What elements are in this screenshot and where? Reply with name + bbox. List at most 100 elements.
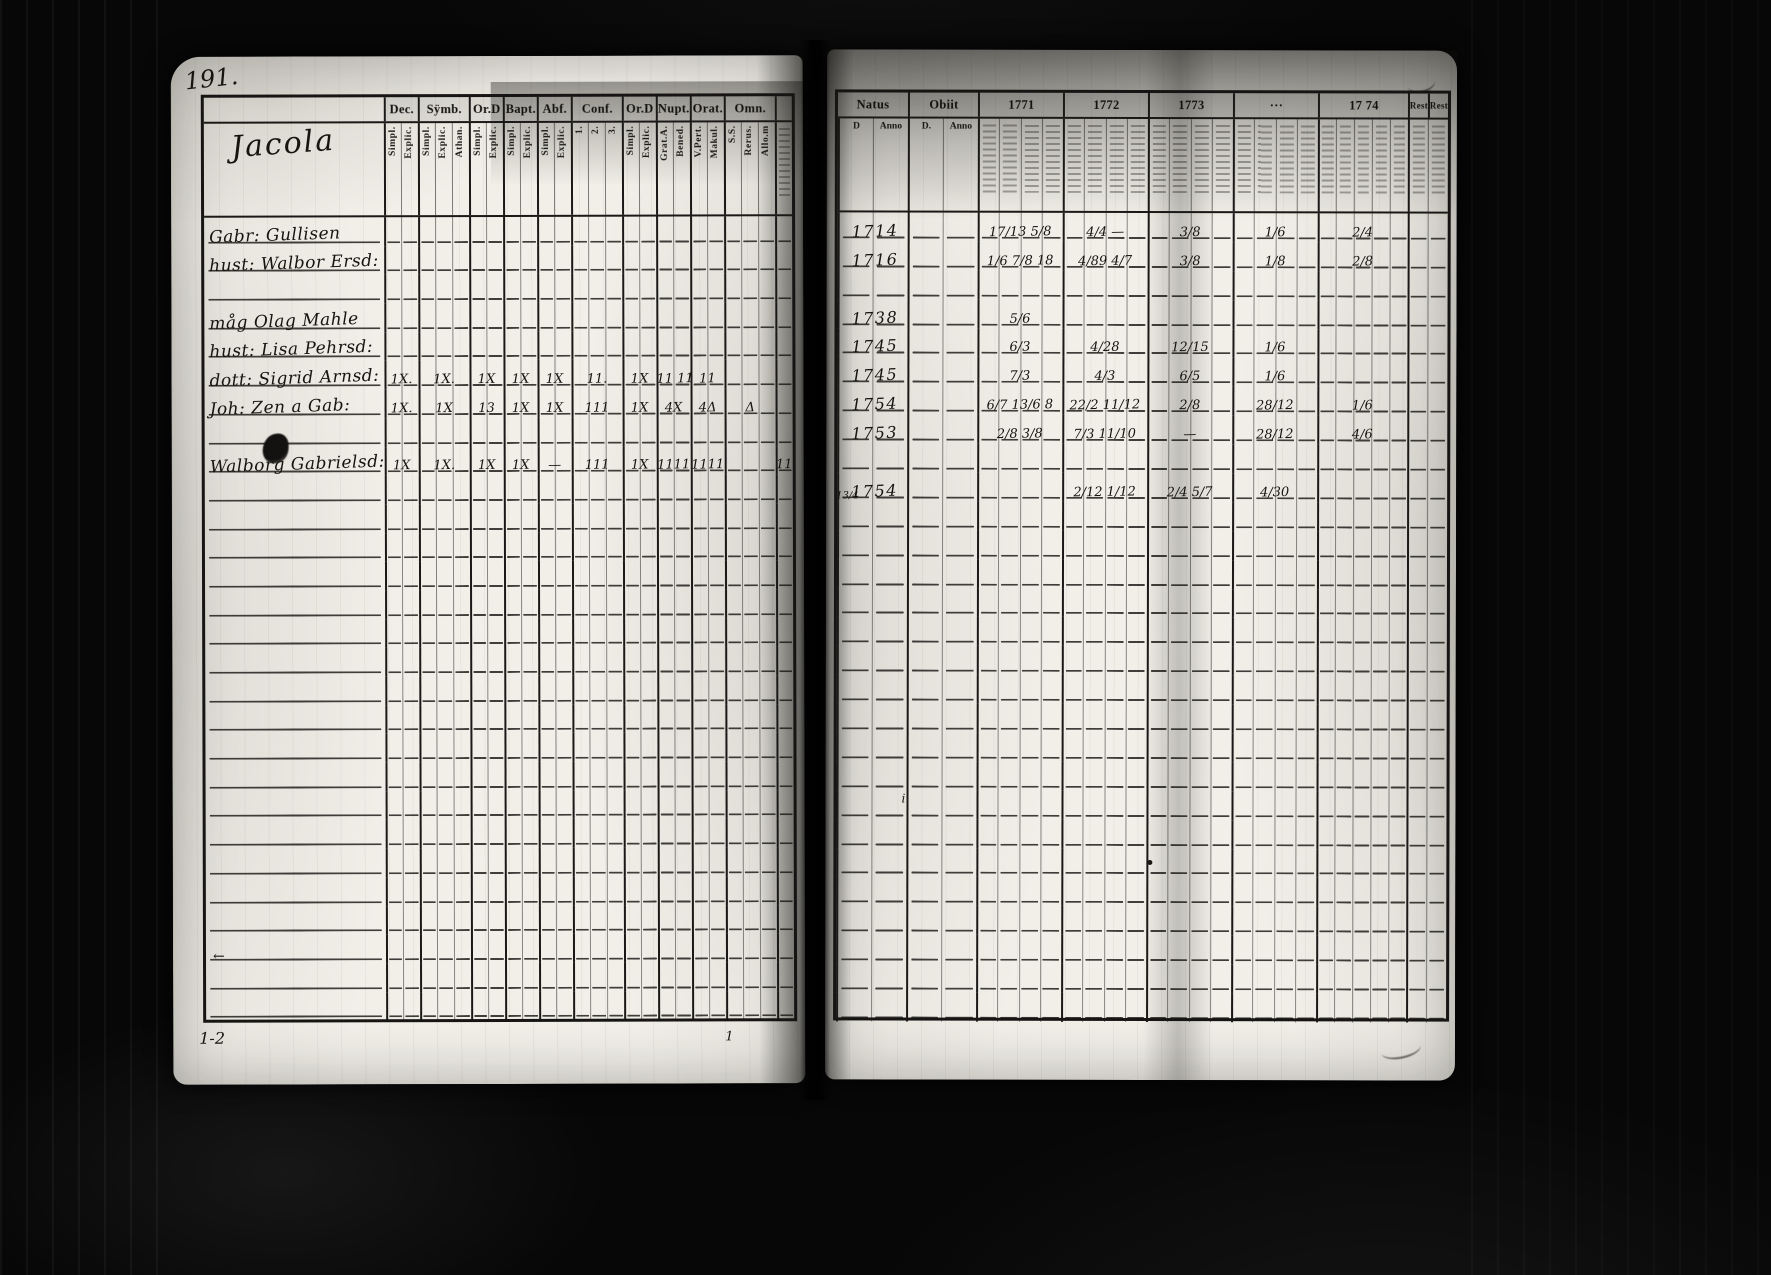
row-rule-line: [1106, 843, 1124, 846]
ledger-cell: [453, 790, 471, 820]
ledger-cell: [724, 216, 742, 246]
row-rule-line: [778, 239, 791, 242]
entry-marks-handwriting: 4/89 4/7: [1077, 253, 1133, 270]
entry-name-handwriting: hust: Lisa Pehrsd:: [209, 337, 374, 363]
column-group-cells: [1406, 646, 1447, 676]
ledger-cell: [759, 703, 777, 733]
row-rule-line: [422, 556, 435, 559]
column-group-cells: [1316, 993, 1407, 1023]
column-group-cells: [976, 906, 1062, 936]
row-rule-line: [1298, 526, 1316, 529]
column-group-label: Natus: [837, 92, 908, 117]
ledger-cell: [554, 561, 573, 590]
ledger-cell: [589, 933, 608, 963]
ledger-cell: [418, 561, 437, 591]
column-group-cells: [504, 934, 540, 963]
entry-marks-handwriting: 1X.: [390, 372, 413, 388]
row-rule-line: [1170, 670, 1188, 673]
ledger-cell: [1082, 848, 1104, 878]
column-group-cells: [658, 962, 693, 992]
ledger-cell: [1147, 444, 1169, 474]
row-rule-line: [540, 326, 554, 329]
column-group-cells: [1231, 675, 1317, 705]
ledger-cell: [555, 589, 573, 619]
column-group-label: ···: [1232, 93, 1318, 118]
ledger-cell: [639, 474, 657, 504]
row-rule-line: [676, 613, 690, 616]
row-rule-line: [1000, 843, 1018, 846]
column-group-cells: [384, 417, 419, 447]
name-column-header: [204, 97, 384, 121]
entry-name-handwriting: Walborg Gabrielsd:: [209, 451, 386, 478]
ink-squiggle: [1379, 1036, 1423, 1063]
row-rule-line: [710, 727, 725, 730]
column-group-cells: 28/12: [1232, 415, 1318, 445]
row-rule-line: [743, 239, 757, 243]
ledger-cell: [419, 762, 437, 791]
column-sublabel: 3.: [604, 122, 623, 215]
row-rule-line: [474, 929, 487, 932]
column-group-cells: [1407, 473, 1448, 503]
ledger-cell: [435, 245, 453, 275]
row-rule-line: [388, 642, 402, 645]
ledger-cell: [1334, 588, 1353, 618]
column-group-cells: 1716: [837, 241, 908, 271]
row-rule-line: [557, 756, 572, 759]
row-rule-line: [643, 957, 657, 960]
row-rule-line: [1276, 872, 1294, 875]
ledger-cell: [906, 559, 943, 589]
row-rule-line: [574, 240, 587, 243]
ledger-cell: [1147, 299, 1169, 329]
row-rule-line: [999, 987, 1018, 990]
ledger-row: [836, 819, 1447, 850]
row-rule-line: [1192, 323, 1210, 326]
row-rule-line: [540, 297, 554, 300]
ledger-cell: [1231, 646, 1254, 676]
ledger-cell: [436, 704, 454, 734]
column-group-cells: [538, 704, 573, 734]
ledger-row: [836, 616, 1447, 648]
row-rule-line: [1043, 554, 1061, 557]
column-group-cells: 1111: [656, 445, 691, 475]
column-group-cells: 1/6: [1232, 213, 1318, 243]
row-rule-line: [1213, 641, 1231, 644]
ledger-cell: [1146, 993, 1168, 1022]
entry-marks-handwriting: 4X: [664, 400, 683, 416]
ledger-cell: [469, 532, 487, 562]
row-rule-line: [1411, 266, 1427, 269]
ledger-cell: [1146, 646, 1169, 676]
ledger-cell: [588, 216, 606, 246]
column-group-cells: [1317, 357, 1408, 387]
row-rule-line: [728, 670, 742, 673]
ledger-cell: [1388, 617, 1407, 647]
column-group-cells: [385, 618, 420, 648]
column-group-cells: [385, 790, 420, 820]
row-rule-line: [456, 957, 470, 960]
illegible-sublabel: [779, 125, 790, 197]
ledger-cell: [1407, 271, 1428, 301]
row-rule-line: [208, 699, 382, 703]
ledger-cell: [452, 417, 470, 447]
row-rule-line: [523, 527, 537, 530]
ledger-cell: [997, 761, 1020, 791]
ledger-cell: [555, 819, 573, 848]
ledger-cell: [942, 241, 978, 271]
ledger-cell: [1124, 964, 1147, 994]
row-rule-line: [1390, 757, 1406, 760]
row-rule-line: [1000, 958, 1018, 961]
ledger-cell: [1426, 964, 1447, 994]
ledger-cell: [605, 503, 623, 533]
ledger-cell: [1018, 848, 1041, 878]
footer-stray-mark: 1: [725, 1029, 734, 1045]
column-group-cells: 6/3: [977, 328, 1063, 358]
ledger-cell: [1125, 761, 1147, 791]
ledger-cell: [606, 876, 624, 906]
row-rule-line: [1213, 670, 1231, 673]
row-rule-line: [1213, 294, 1231, 297]
row-rule-line: [1170, 583, 1188, 586]
column-group-cells: [622, 417, 657, 447]
row-rule-line: [1150, 756, 1167, 759]
row-rule-line: [1391, 468, 1406, 471]
column-group-cells: 1X: [537, 388, 572, 418]
column-group-cells: [657, 933, 693, 963]
